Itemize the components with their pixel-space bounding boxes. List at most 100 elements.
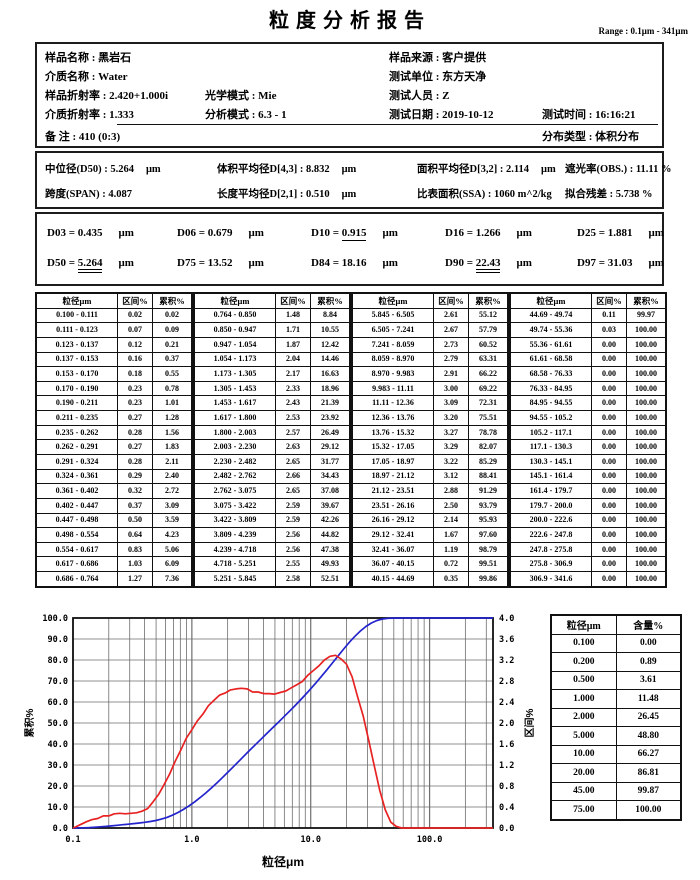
table-cell: 2.04 bbox=[275, 351, 311, 368]
table-cell: 1.01 bbox=[152, 395, 193, 412]
distribution-table-group: 粒径μm 区间% 累积% 44.69 - 49.74 0.11 99.97 49.74 - … bbox=[509, 292, 667, 588]
table-row: 0.170 - 0.190 0.23 0.78 bbox=[35, 380, 193, 397]
test-date-field: 测试日期 : 2019-10-12 bbox=[389, 109, 494, 121]
table-cell: 3.00 bbox=[433, 380, 469, 397]
table-cell: 100.00 bbox=[626, 512, 667, 529]
table-cell: 5.06 bbox=[152, 541, 193, 558]
table-cell: 21.39 bbox=[310, 395, 351, 412]
sample-ri-field: 样品折射率 : 2.420+1.000i bbox=[45, 90, 168, 102]
table-cell: 1.67 bbox=[433, 527, 469, 543]
table-cell: 2.230 - 2.482 bbox=[193, 454, 276, 470]
table-cell: 2.33 bbox=[275, 380, 311, 397]
table-cell: 100.00 bbox=[626, 366, 667, 382]
table-row: 18.97 - 21.12 3.12 88.41 bbox=[351, 468, 509, 485]
table-cell: 82.07 bbox=[468, 439, 509, 455]
table-cell: 0.235 - 0.262 bbox=[35, 424, 118, 441]
table-cell: 0.200 bbox=[550, 652, 617, 672]
table-cell: 66.27 bbox=[615, 744, 682, 764]
table-row: 76.33 - 84.95 0.00 100.00 bbox=[509, 380, 667, 397]
distribution-table-group: 粒径μm 区间% 累积% 0.100 - 0.111 0.02 0.02 0.111 - 0… bbox=[35, 292, 193, 588]
table-row: 40.15 - 44.69 0.35 99.86 bbox=[351, 571, 509, 588]
table-cell: 0.00 bbox=[591, 556, 627, 573]
table-row: 13.76 - 15.32 3.27 78.78 bbox=[351, 424, 509, 441]
table-cell: 0.37 bbox=[152, 351, 193, 368]
optical-mode-field: 光学模式 : Mie bbox=[205, 90, 277, 102]
percentile-item: D90 = 22.43 μm bbox=[445, 257, 532, 273]
table-cell: 2.57 bbox=[275, 424, 311, 441]
table-cell: 1.800 - 2.003 bbox=[193, 424, 276, 441]
table-cell: 1.173 - 1.305 bbox=[193, 366, 276, 382]
table-row: 45.00 99.87 bbox=[550, 781, 682, 801]
table-row: 61.61 - 68.58 0.00 100.00 bbox=[509, 351, 667, 368]
right-axis-tick-label: 2.8 bbox=[499, 677, 514, 687]
left-axis-tick-label: 90.0 bbox=[48, 635, 68, 645]
column-header: 区间% bbox=[117, 292, 153, 309]
table-cell: 16.63 bbox=[310, 366, 351, 382]
test-unit-field: 测试单位 : 东方天净 bbox=[389, 71, 487, 83]
table-cell: 247.8 - 275.8 bbox=[509, 541, 592, 558]
table-cell: 100.00 bbox=[626, 541, 667, 558]
table-row: 0.764 - 0.850 1.48 8.84 bbox=[193, 307, 351, 324]
percentile-item: D25 = 1.881 μm bbox=[577, 227, 664, 239]
table-cell: 48.80 bbox=[615, 726, 682, 746]
left-axis-tick-label: 100.0 bbox=[42, 614, 68, 624]
table-row: 49.74 - 55.36 0.03 100.00 bbox=[509, 322, 667, 338]
table-cell: 0.00 bbox=[615, 633, 682, 653]
table-cell: 0.137 - 0.153 bbox=[35, 351, 118, 368]
table-cell: 84.95 - 94.55 bbox=[509, 395, 592, 412]
table-cell: 0.29 bbox=[117, 468, 153, 485]
table-row: 23.51 - 26.16 2.50 93.79 bbox=[351, 497, 509, 514]
table-cell: 0.00 bbox=[591, 424, 627, 441]
table-row: 0.498 - 0.554 0.64 4.23 bbox=[35, 527, 193, 543]
table-cell: 1.000 bbox=[550, 689, 617, 709]
table-cell: 49.93 bbox=[310, 556, 351, 573]
table-cell: 0.50 bbox=[117, 512, 153, 529]
table-cell: 100.00 bbox=[626, 380, 667, 397]
percentile-item: D16 = 1.266 μm bbox=[445, 227, 532, 239]
table-cell: 29.12 bbox=[310, 439, 351, 455]
table-row: 1.000 11.48 bbox=[550, 689, 682, 709]
table-cell: 0.00 bbox=[591, 483, 627, 499]
table-row: 5.251 - 5.845 2.58 52.51 bbox=[193, 571, 351, 588]
table-row: 0.447 - 0.498 0.50 3.59 bbox=[35, 512, 193, 529]
tester-field: 测试人员 : Z bbox=[389, 90, 450, 102]
table-row: 21.12 - 23.51 2.88 91.29 bbox=[351, 483, 509, 499]
table-row: 9.983 - 11.11 3.00 69.22 bbox=[351, 380, 509, 397]
table-cell: 0.447 - 0.498 bbox=[35, 512, 118, 529]
table-cell: 100.00 bbox=[626, 410, 667, 426]
table-cell: 0.00 bbox=[591, 410, 627, 426]
table-row: 20.00 86.81 bbox=[550, 763, 682, 783]
table-cell: 11.48 bbox=[615, 689, 682, 709]
right-axis-tick-label: 0.4 bbox=[499, 803, 514, 813]
left-axis-tick-label: 20.0 bbox=[48, 782, 68, 792]
distribution-table-group: 粒径μm 区间% 累积% 0.764 - 0.850 1.48 8.84 0.850 - 0… bbox=[193, 292, 351, 588]
percentile-item: D50 = 5.264 μm bbox=[47, 257, 134, 273]
left-axis-tick-label: 0.0 bbox=[53, 824, 68, 834]
table-cell: 0.00 bbox=[591, 336, 627, 353]
table-cell: 145.1 - 161.4 bbox=[509, 468, 592, 485]
table-cell: 0.554 - 0.617 bbox=[35, 541, 118, 558]
table-cell: 5.000 bbox=[550, 726, 617, 746]
table-cell: 63.31 bbox=[468, 351, 509, 368]
table-row: 179.7 - 200.0 0.00 100.00 bbox=[509, 497, 667, 514]
stat-item: 中位径(D50) : 5.264 μm bbox=[45, 164, 161, 175]
table-cell: 2.67 bbox=[433, 322, 469, 338]
table-cell: 100.00 bbox=[626, 483, 667, 499]
table-cell: 2.66 bbox=[275, 468, 311, 485]
x-axis-title: 粒径μm bbox=[262, 854, 304, 869]
table-cell: 100.00 bbox=[626, 497, 667, 514]
left-axis-tick-label: 10.0 bbox=[48, 803, 68, 813]
column-header: 累积% bbox=[626, 292, 667, 309]
table-cell: 8.059 - 8.970 bbox=[351, 351, 434, 368]
table-cell: 26.16 - 29.12 bbox=[351, 512, 434, 529]
table-cell: 95.93 bbox=[468, 512, 509, 529]
table-row: 3.075 - 3.422 2.59 39.67 bbox=[193, 497, 351, 514]
x-axis-tick-label: 0.1 bbox=[65, 835, 80, 845]
table-cell: 161.4 - 179.7 bbox=[509, 483, 592, 499]
table-row: 32.41 - 36.07 1.19 98.79 bbox=[351, 541, 509, 558]
table-row: 161.4 - 179.7 0.00 100.00 bbox=[509, 483, 667, 499]
table-cell: 2.53 bbox=[275, 410, 311, 426]
percentile-item: D10 = 0.915 μm bbox=[311, 227, 398, 241]
table-cell: 105.2 - 117.1 bbox=[509, 424, 592, 441]
table-cell: 10.00 bbox=[550, 744, 617, 764]
